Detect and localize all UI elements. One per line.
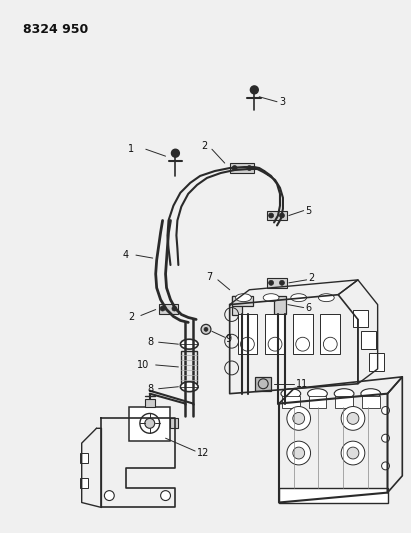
Bar (129, 407, 171, 441)
Bar (255, 377, 271, 391)
Circle shape (269, 213, 274, 218)
Text: 12: 12 (197, 448, 210, 458)
Ellipse shape (180, 382, 198, 392)
Bar (181, 351, 197, 383)
Text: 8: 8 (148, 384, 154, 394)
Text: 11: 11 (296, 379, 308, 389)
Ellipse shape (319, 294, 334, 302)
Bar (282, 395, 300, 408)
Circle shape (172, 306, 177, 311)
Bar (238, 314, 257, 354)
Ellipse shape (291, 294, 307, 302)
Circle shape (247, 166, 252, 171)
Bar (230, 163, 254, 173)
Bar (80, 478, 88, 488)
Circle shape (161, 491, 171, 500)
Text: 2: 2 (202, 141, 208, 151)
Bar (335, 395, 353, 408)
Circle shape (201, 325, 211, 334)
Bar (145, 399, 155, 407)
Ellipse shape (307, 389, 327, 399)
Ellipse shape (361, 389, 381, 399)
Circle shape (104, 491, 114, 500)
Bar (293, 314, 312, 354)
Circle shape (381, 407, 390, 415)
Bar (80, 453, 88, 463)
Bar (279, 488, 388, 503)
Circle shape (145, 418, 155, 429)
Text: 1: 1 (128, 144, 134, 154)
Bar (362, 395, 380, 408)
Text: 4: 4 (123, 250, 129, 260)
Bar (232, 296, 242, 316)
Ellipse shape (334, 389, 354, 399)
Text: 8324 950: 8324 950 (23, 22, 88, 36)
Circle shape (287, 407, 311, 430)
Circle shape (279, 280, 284, 285)
Bar (369, 353, 383, 371)
Circle shape (160, 306, 165, 311)
Text: 2: 2 (309, 273, 315, 283)
Text: 8: 8 (148, 337, 154, 347)
Bar (361, 332, 376, 349)
Bar (353, 310, 368, 327)
Circle shape (341, 407, 365, 430)
Circle shape (381, 434, 390, 442)
Circle shape (232, 166, 237, 171)
Text: 10: 10 (136, 360, 149, 370)
Circle shape (347, 447, 359, 459)
Text: 9: 9 (226, 334, 232, 344)
Circle shape (140, 414, 159, 433)
Circle shape (250, 86, 258, 94)
Bar (267, 278, 287, 288)
Text: 5: 5 (306, 206, 312, 215)
Circle shape (279, 213, 284, 218)
Circle shape (269, 280, 274, 285)
Bar (309, 395, 326, 408)
Bar (232, 296, 253, 305)
Ellipse shape (263, 294, 279, 302)
Circle shape (381, 462, 390, 470)
Circle shape (171, 149, 179, 157)
Circle shape (347, 413, 359, 424)
Text: 2: 2 (129, 312, 135, 322)
Bar (159, 304, 178, 313)
Ellipse shape (180, 339, 198, 349)
Ellipse shape (236, 294, 252, 302)
Circle shape (341, 441, 365, 465)
Bar (171, 418, 178, 429)
Circle shape (293, 447, 305, 459)
Text: 3: 3 (279, 96, 285, 107)
Bar (265, 314, 285, 354)
Bar (321, 314, 340, 354)
Circle shape (293, 413, 305, 424)
Circle shape (287, 441, 311, 465)
Ellipse shape (281, 389, 301, 399)
Circle shape (204, 327, 208, 332)
Text: 7: 7 (207, 272, 213, 282)
Bar (267, 211, 287, 221)
Bar (274, 296, 286, 313)
Text: 6: 6 (306, 303, 312, 312)
